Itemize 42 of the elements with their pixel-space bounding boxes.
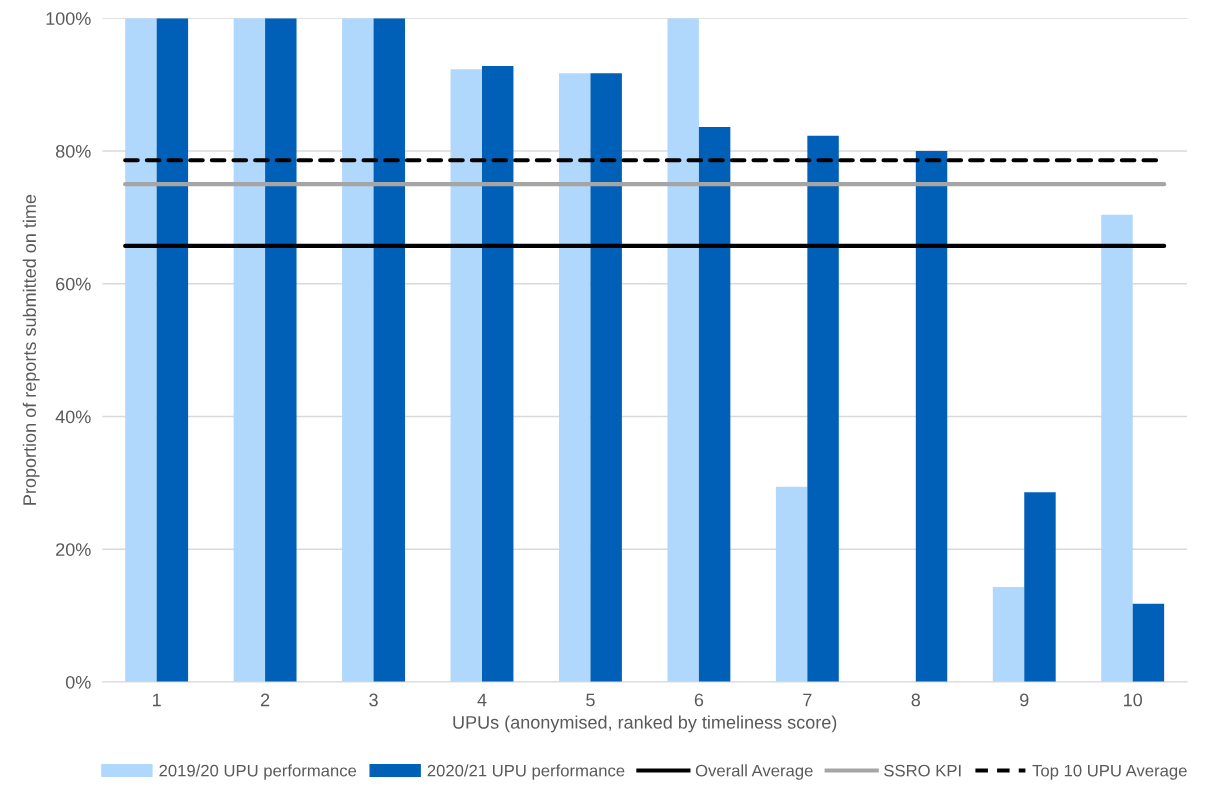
bar — [1132, 603, 1165, 682]
bar — [482, 66, 514, 682]
bar — [233, 18, 266, 682]
y-tick-label: 40% — [55, 410, 91, 424]
legend-label: 2020/21 UPU performance — [427, 764, 625, 780]
bar — [265, 18, 297, 682]
x-tick-label: 10 — [1124, 693, 1143, 707]
y-tick-label: 20% — [56, 543, 91, 556]
legend-label: Overall Average — [695, 764, 813, 780]
bar — [807, 135, 839, 682]
y-tick-label: 60% — [56, 277, 91, 291]
bar — [1024, 492, 1056, 682]
y-tick-label: 80% — [55, 144, 91, 158]
bar — [775, 486, 808, 682]
y-tick-label: 0% — [65, 675, 91, 689]
x-tick-label: 6 — [694, 693, 704, 707]
x-tick-label: 8 — [911, 693, 921, 707]
y-tick-label: 100% — [46, 12, 91, 25]
x-tick-label: 2 — [260, 693, 270, 707]
y-axis-title: Proportion of reports submitted on time — [22, 194, 40, 505]
bar — [590, 73, 622, 682]
x-tick-label: 4 — [477, 693, 487, 707]
bar — [450, 69, 482, 682]
x-tick-label: 9 — [1020, 693, 1029, 707]
bar — [342, 18, 374, 682]
bar — [667, 18, 699, 682]
x-tick-label: 3 — [369, 693, 378, 707]
legend-label: SSRO KPI — [884, 764, 961, 777]
legend-label: 2019/20 UPU performance — [159, 764, 357, 780]
bar — [559, 73, 591, 682]
bar — [915, 150, 948, 682]
bar — [373, 18, 405, 682]
bar — [698, 127, 731, 682]
x-tick-label: 5 — [586, 693, 595, 707]
x-axis-title: UPUs (anonymised, ranked by timeliness score) — [453, 715, 837, 733]
bar — [125, 18, 157, 682]
bar — [1101, 214, 1133, 682]
legend-label: Top 10 UPU Average — [1032, 764, 1187, 780]
bar — [992, 587, 1025, 682]
bar — [156, 18, 189, 682]
x-tick-label: 1 — [153, 693, 161, 707]
x-tick-label: 7 — [803, 693, 812, 707]
